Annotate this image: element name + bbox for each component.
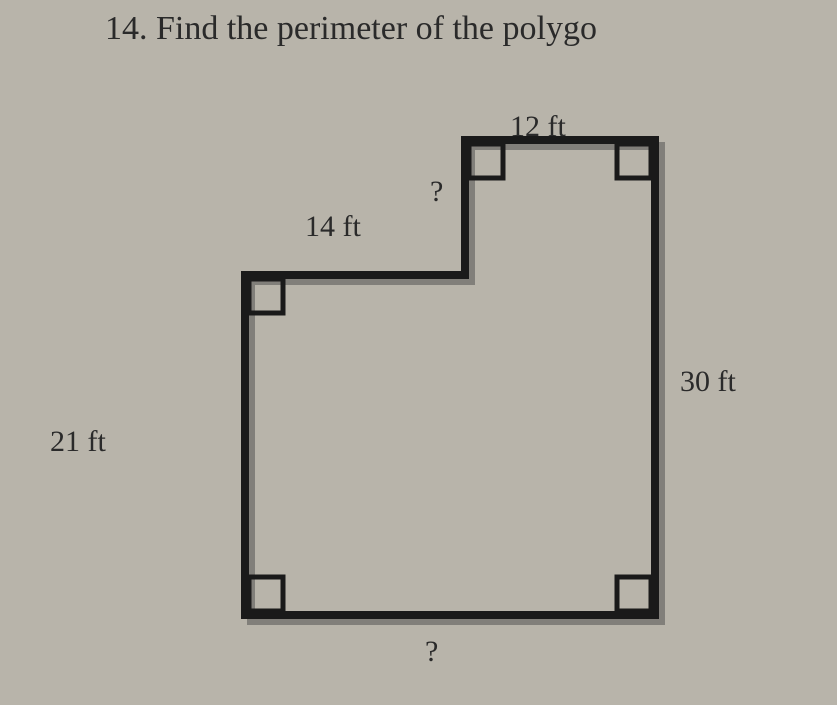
polygon-svg xyxy=(100,120,680,680)
label-right: 30 ft xyxy=(680,365,736,399)
label-top-notch: 14 ft xyxy=(305,210,361,244)
question-text: 14. Find the perimeter of the polygo xyxy=(105,10,597,48)
label-left: 21 ft xyxy=(50,425,106,459)
label-notch-vertical: ? xyxy=(430,175,443,209)
question-body: Find the perimeter of the polygo xyxy=(156,10,597,47)
polygon-diagram: 12 ft ? 14 ft 21 ft 30 ft ? xyxy=(100,120,680,680)
question-number: 14. xyxy=(105,10,148,47)
label-top: 12 ft xyxy=(510,110,566,144)
label-bottom: ? xyxy=(425,635,438,669)
